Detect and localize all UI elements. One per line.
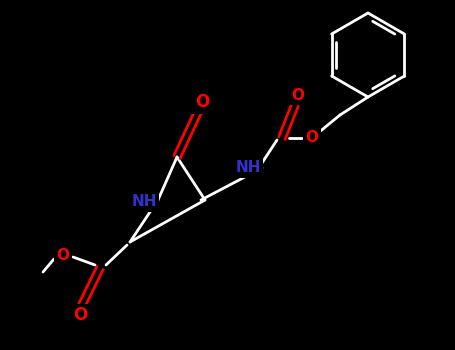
Text: O: O <box>73 306 87 324</box>
Text: O: O <box>305 131 318 146</box>
Text: NH: NH <box>235 161 261 175</box>
Text: O: O <box>56 247 70 262</box>
Text: O: O <box>195 93 209 111</box>
Text: O: O <box>292 88 304 103</box>
Text: NH: NH <box>131 195 157 210</box>
